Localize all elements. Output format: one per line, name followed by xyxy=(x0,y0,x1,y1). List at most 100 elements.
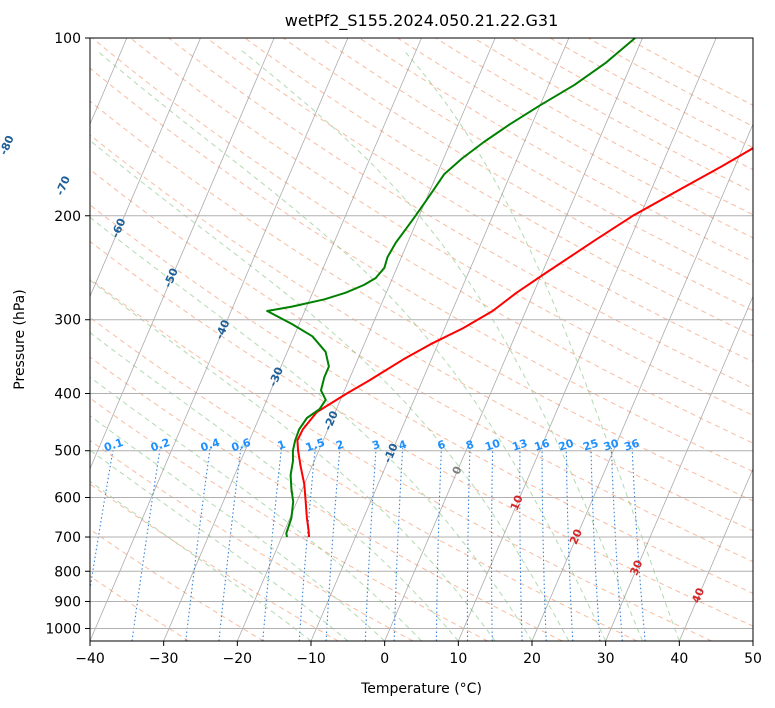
mixing-ratio-line xyxy=(565,448,574,641)
dry-adiabat-line xyxy=(90,204,753,594)
dry-adiabat-line xyxy=(90,439,414,641)
dry-adiabat-line xyxy=(511,38,753,171)
isotherm-line xyxy=(605,295,753,641)
moist-adiabat-line xyxy=(90,376,422,641)
mixing-ratio-label: 3 xyxy=(370,438,381,453)
mixing-ratio-label: 25 xyxy=(581,437,600,454)
mixing-ratio-label: 30 xyxy=(602,436,621,453)
dry-adiabat-line xyxy=(397,38,753,239)
dry-adiabat-line xyxy=(90,240,753,627)
isotherm-line xyxy=(90,38,275,470)
mixing-ratio-label: 0.6 xyxy=(230,436,253,454)
dry-adiabat-line xyxy=(90,134,753,532)
isotherm-label: 20 xyxy=(567,527,585,547)
axis-ticks: −40 −30 −20 −10 0 10 20 30 40 5010020030040050060… xyxy=(45,31,762,667)
dry-adiabat-line xyxy=(90,397,488,641)
mixing-ratio-label: 0.4 xyxy=(199,436,222,454)
background-lines xyxy=(90,38,753,641)
moist-adiabat-line xyxy=(96,50,607,641)
mixing-ratio-label: 6 xyxy=(436,438,448,453)
y-tick-label: 100 xyxy=(54,31,81,47)
isotherm-line xyxy=(678,467,753,641)
x-tick-label: 30 xyxy=(597,651,615,667)
isotherm-line xyxy=(384,38,643,641)
isotherm-line xyxy=(531,123,753,641)
moist-adiabat-line xyxy=(90,331,459,641)
x-tick-label: −10 xyxy=(296,651,326,667)
y-tick-label: 800 xyxy=(54,564,81,580)
chart-title: wetPf2_S155.2024.050.21.22.G31 xyxy=(285,11,559,31)
mixing-ratio-line xyxy=(393,448,404,641)
mixing-ratio-line xyxy=(364,448,377,641)
dry-adiabat-line xyxy=(91,38,753,444)
mixing-ratio-label: 1.5 xyxy=(304,436,327,454)
mixing-ratio-line xyxy=(519,448,523,641)
moist-adiabat-line xyxy=(90,480,312,641)
mixing-ratio-label: 0.2 xyxy=(149,436,172,454)
dry-adiabat-line xyxy=(90,100,753,502)
dry-adiabat-line xyxy=(282,38,753,312)
sounding-series xyxy=(266,38,753,538)
isotherm-line xyxy=(90,38,201,298)
x-tick-label: −40 xyxy=(75,651,105,667)
moist-adiabat-line xyxy=(90,415,386,641)
mixing-ratio-label: 20 xyxy=(557,436,576,453)
moist-adiabat-line xyxy=(241,50,643,641)
isotherm-line xyxy=(236,38,496,641)
mixing-ratio-line xyxy=(298,448,316,641)
x-tick-label: 20 xyxy=(523,651,541,667)
y-tick-label: 300 xyxy=(54,313,81,329)
y-tick-label: 500 xyxy=(54,444,81,460)
x-axis-title: Temperature (°C) xyxy=(360,681,482,697)
x-tick-label: −30 xyxy=(149,651,179,667)
isotherm-label: 10 xyxy=(508,493,526,513)
dry-adiabat-line xyxy=(244,38,753,337)
y-tick-label: 400 xyxy=(54,387,81,403)
dry-adiabat-line xyxy=(90,278,712,641)
isoline-labels: -100-90-80-70-60-50-40-30-20-10010203040… xyxy=(0,133,707,606)
mixing-ratio-label: 10 xyxy=(483,436,502,453)
dry-adiabat-line xyxy=(168,38,753,389)
x-tick-label: −20 xyxy=(223,651,253,667)
mixing-ratio-line xyxy=(490,448,494,641)
mixing-ratio-line xyxy=(631,448,646,641)
isotherm-label: 30 xyxy=(627,558,645,578)
mixing-ratio-label: 8 xyxy=(464,438,475,453)
dry-adiabat-line xyxy=(130,38,753,416)
mixing-ratio-label: 0.1 xyxy=(102,436,125,454)
moist-adiabat-line xyxy=(90,139,570,641)
plot-frame xyxy=(89,37,754,642)
x-tick-label: 10 xyxy=(449,651,467,667)
mixing-ratio-label: 13 xyxy=(511,437,530,454)
moist-adiabat-line xyxy=(403,50,680,641)
y-tick-label: 900 xyxy=(54,594,81,610)
dry-adiabat-line xyxy=(90,67,753,473)
mixing-ratio-line xyxy=(466,448,471,641)
moist-adiabat-line xyxy=(90,216,533,641)
mixing-ratio-line xyxy=(435,448,443,641)
dry-adiabat-line xyxy=(90,168,753,563)
moist-adiabat-line xyxy=(90,449,349,641)
y-tick-label: 1000 xyxy=(45,621,81,637)
mixing-ratio-line xyxy=(541,448,547,641)
isotherm-line xyxy=(90,38,349,641)
mixing-ratio-label: 36 xyxy=(623,436,642,453)
mixing-ratio-label: 1 xyxy=(276,438,287,453)
mixing-ratio-label: 16 xyxy=(533,436,552,453)
dry-adiabat-line xyxy=(359,38,753,263)
mixing-ratio-label: 4 xyxy=(397,438,409,453)
dewpoint-profile-line xyxy=(266,38,636,538)
temperature-profile-line xyxy=(296,147,753,538)
mixing-ratio-line xyxy=(325,448,341,641)
isotherm-label: 40 xyxy=(689,586,707,606)
mixing-ratio-line xyxy=(610,448,623,641)
isotherm-line xyxy=(457,38,717,641)
x-tick-label: 40 xyxy=(670,651,688,667)
y-tick-label: 600 xyxy=(54,490,81,506)
x-tick-label: 0 xyxy=(380,651,389,667)
mixing-ratio-line xyxy=(590,448,601,641)
y-tick-label: 200 xyxy=(54,209,81,225)
dry-adiabat-line xyxy=(206,38,753,363)
mixing-ratio-label: 2 xyxy=(334,438,345,453)
